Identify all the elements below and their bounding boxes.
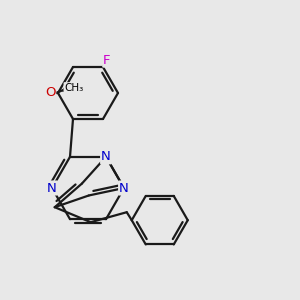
Text: N: N: [101, 150, 111, 163]
Text: N: N: [47, 182, 57, 194]
Text: N: N: [119, 182, 129, 194]
Text: CH₃: CH₃: [64, 83, 84, 93]
Text: O: O: [45, 86, 55, 100]
Text: F: F: [103, 54, 111, 67]
